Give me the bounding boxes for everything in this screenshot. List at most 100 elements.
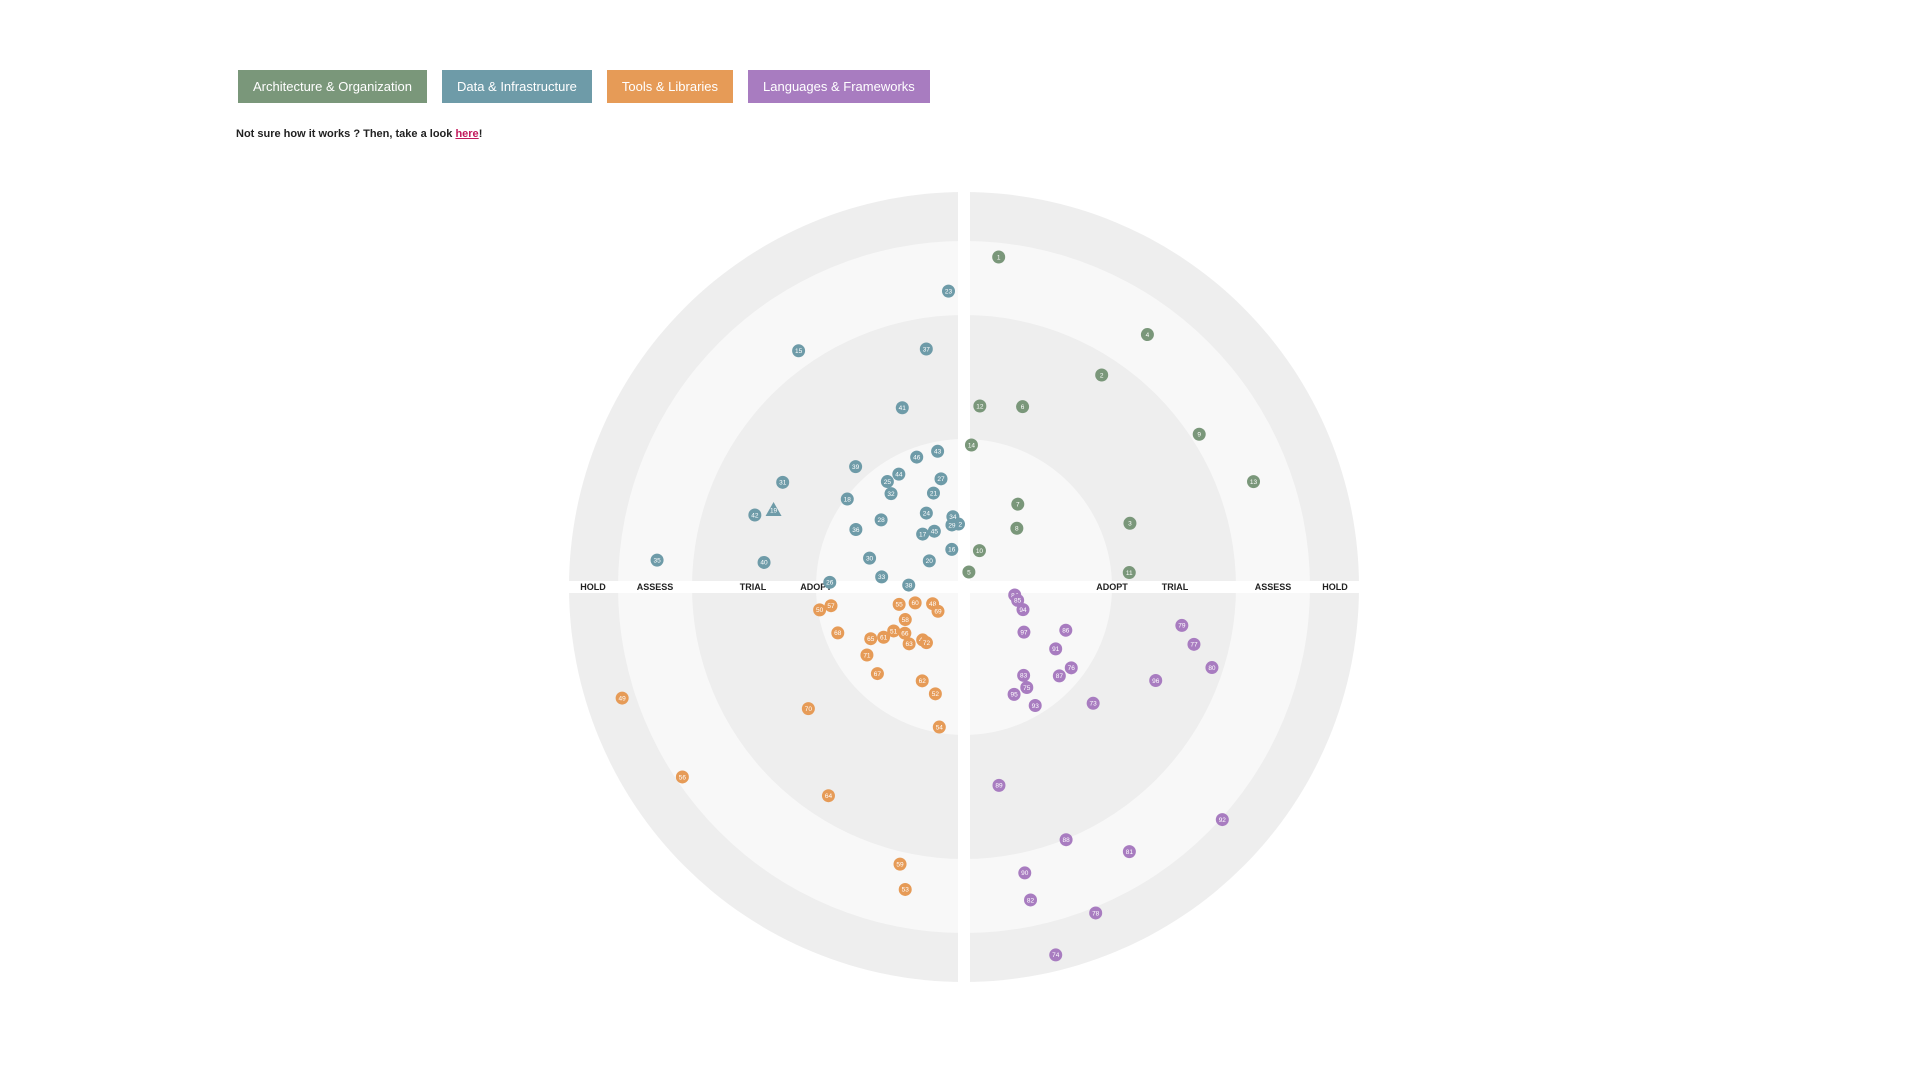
blip-69[interactable]: 69 [931,604,945,618]
blip-55[interactable]: 55 [892,597,906,611]
blip-41[interactable]: 41 [895,401,909,415]
blip-90[interactable]: 90 [1018,866,1032,880]
blip-97[interactable]: 97 [1017,625,1031,639]
blip-64[interactable]: 64 [821,789,835,803]
blip-58[interactable]: 58 [898,613,912,627]
blip-3[interactable]: 3 [1123,516,1137,530]
blip-7[interactable]: 7 [1011,497,1025,511]
blip-54[interactable]: 54 [932,720,946,734]
blip-44[interactable]: 44 [892,467,906,481]
blip-18[interactable]: 18 [840,492,854,506]
blip-82[interactable]: 82 [1024,893,1038,907]
blip-51[interactable]: 51 [887,624,901,638]
blip-38[interactable]: 38 [902,578,916,592]
blip-62[interactable]: 62 [915,674,929,688]
blip-11[interactable]: 11 [1122,566,1136,580]
blip-95[interactable]: 95 [1007,687,1021,701]
blip-13[interactable]: 13 [1247,475,1261,489]
blip-26[interactable]: 26 [823,575,837,589]
blip-16[interactable]: 16 [945,542,959,556]
blip-81[interactable]: 81 [1122,845,1136,859]
blip-52[interactable]: 52 [928,687,942,701]
help-prefix: Not sure how it works ? Then, take a loo… [236,128,456,140]
blip-73[interactable]: 73 [1086,696,1100,710]
blip-34[interactable]: 34 [946,510,960,524]
blip-86[interactable]: 86 [1059,623,1073,637]
blip-marker [1059,623,1073,637]
help-link[interactable]: here [455,128,479,140]
blip-61[interactable]: 61 [877,630,891,644]
tab-data-infrastructure[interactable]: Data & Infrastructure [441,70,592,103]
blip-42[interactable]: 42 [748,508,762,522]
tab-languages-frameworks[interactable]: Languages & Frameworks [748,70,930,103]
blip-67[interactable]: 67 [870,667,884,681]
blip-45[interactable]: 45 [927,524,941,538]
blip-23[interactable]: 23 [941,284,955,298]
blip-96[interactable]: 96 [1149,674,1163,688]
blip-43[interactable]: 43 [931,444,945,458]
blip-56[interactable]: 56 [675,770,689,784]
blip-31[interactable]: 31 [776,475,790,489]
tab-tools-libraries[interactable]: Tools & Libraries [606,70,734,103]
blip-78[interactable]: 78 [1089,906,1103,920]
blip-4[interactable]: 4 [1140,328,1154,342]
blip-79[interactable]: 79 [1175,618,1189,632]
blip-27[interactable]: 27 [934,472,948,486]
blip-59[interactable]: 59 [893,857,907,871]
blip-91[interactable]: 91 [1049,642,1063,656]
blip-19[interactable]: 19 [765,502,782,517]
blip-33[interactable]: 33 [875,570,889,584]
blip-14[interactable]: 14 [964,438,978,452]
tab-architecture-organization[interactable]: Architecture & Organization [238,70,427,103]
blip-21[interactable]: 21 [926,486,940,500]
blip-65[interactable]: 65 [864,632,878,646]
blip-60[interactable]: 60 [908,596,922,610]
blip-12[interactable]: 12 [973,399,987,413]
blip-28[interactable]: 28 [874,513,888,527]
blip-32[interactable]: 32 [884,487,898,501]
blip-39[interactable]: 39 [849,460,863,474]
blip-17[interactable]: 17 [916,527,930,541]
blip-71[interactable]: 71 [860,648,874,662]
blip-marker [931,604,945,618]
blip-68[interactable]: 68 [831,626,845,640]
blip-87[interactable]: 87 [1052,669,1066,683]
blip-88[interactable]: 88 [1059,833,1073,847]
blip-50[interactable]: 50 [813,603,827,617]
blip-80[interactable]: 80 [1205,661,1219,675]
blip-1[interactable]: 1 [992,250,1006,264]
blip-15[interactable]: 15 [792,344,806,358]
blip-8[interactable]: 8 [1010,521,1024,535]
blip-37[interactable]: 37 [919,342,933,356]
blip-83[interactable]: 83 [1017,668,1031,682]
blip-77[interactable]: 77 [1187,637,1201,651]
blip-57[interactable]: 57 [824,599,838,613]
blip-76[interactable]: 76 [1064,661,1078,675]
blip-40[interactable]: 40 [757,555,771,569]
blip-9[interactable]: 9 [1192,427,1206,441]
blip-94[interactable]: 94 [1016,603,1030,617]
blip-49[interactable]: 49 [615,691,629,705]
blip-93[interactable]: 93 [1028,699,1042,713]
blip-53[interactable]: 53 [898,882,912,896]
blip-2[interactable]: 2 [1095,368,1109,382]
blip-6[interactable]: 6 [1016,400,1030,414]
blip-92[interactable]: 92 [1215,813,1229,827]
blip-35[interactable]: 35 [650,553,664,567]
blip-89[interactable]: 89 [992,778,1006,792]
blip-74[interactable]: 74 [1049,948,1063,962]
blip-30[interactable]: 30 [863,551,877,565]
blip-5[interactable]: 5 [962,565,976,579]
blip-24[interactable]: 24 [919,506,933,520]
blip-25[interactable]: 25 [880,475,894,489]
blip-70[interactable]: 70 [801,702,815,716]
blip-63[interactable]: 63 [902,637,916,651]
blip-66[interactable]: 66 [898,626,912,640]
blip-75[interactable]: 75 [1020,680,1034,694]
blip-46[interactable]: 46 [910,450,924,464]
blip-20[interactable]: 20 [922,554,936,568]
blip-72[interactable]: 72 [919,636,933,650]
blip-36[interactable]: 36 [849,523,863,537]
blip-10[interactable]: 10 [972,544,986,558]
